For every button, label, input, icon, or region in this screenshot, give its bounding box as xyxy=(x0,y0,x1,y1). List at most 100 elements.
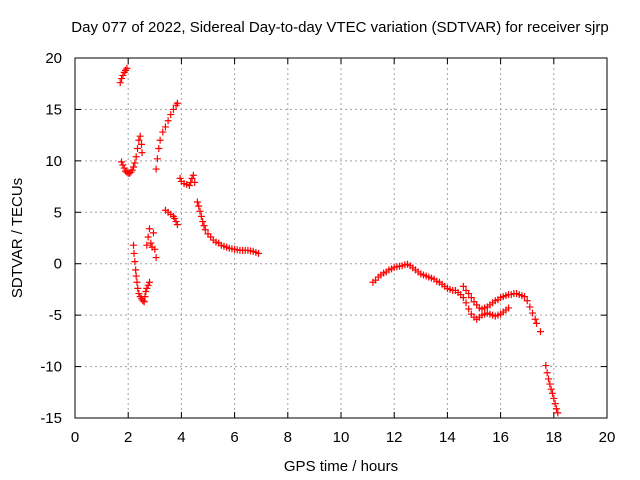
data-point xyxy=(132,266,140,274)
data-point xyxy=(171,214,179,222)
series-arc-k xyxy=(542,362,562,417)
data-point xyxy=(134,145,142,153)
data-point xyxy=(147,239,155,247)
data-point xyxy=(120,164,128,172)
data-point xyxy=(131,159,139,167)
data-point xyxy=(197,212,205,220)
data-point xyxy=(156,136,164,144)
data-point xyxy=(119,161,127,169)
data-point xyxy=(140,298,148,306)
data-point xyxy=(161,123,169,131)
data-point xyxy=(138,140,145,148)
data-point xyxy=(159,128,167,136)
data-point xyxy=(153,155,161,163)
data-point xyxy=(152,254,160,262)
data-point xyxy=(143,241,151,249)
data-point xyxy=(135,290,143,298)
data-point xyxy=(189,171,197,179)
data-point xyxy=(133,278,141,286)
data-point xyxy=(552,405,560,413)
data-point xyxy=(255,249,263,257)
data-point xyxy=(521,293,529,301)
data-point xyxy=(542,362,550,370)
data-point xyxy=(550,394,558,402)
series-arc-f xyxy=(161,206,181,229)
data-point xyxy=(142,287,150,295)
series-arc-e xyxy=(152,99,181,173)
x-tick-label: 2 xyxy=(124,429,132,446)
x-tick-label: 18 xyxy=(545,429,562,446)
data-point xyxy=(459,294,467,302)
y-tick-label: -10 xyxy=(40,359,62,376)
data-point xyxy=(459,282,467,290)
data-point xyxy=(462,299,470,307)
data-point xyxy=(144,281,152,289)
series-arc-a xyxy=(116,64,131,87)
data-point xyxy=(132,272,140,280)
data-point xyxy=(149,229,157,237)
data-point xyxy=(143,284,151,292)
data-point xyxy=(201,226,209,234)
data-point xyxy=(139,297,147,305)
data-point xyxy=(529,309,537,317)
series-arc-g xyxy=(176,171,199,190)
y-tick-label: 20 xyxy=(45,50,62,67)
data-point xyxy=(547,385,555,393)
data-point xyxy=(543,369,551,377)
data-point xyxy=(199,218,207,226)
data-point xyxy=(119,71,127,79)
data-point xyxy=(141,293,149,301)
x-tick-label: 6 xyxy=(230,429,238,446)
data-point xyxy=(155,145,163,153)
data-point xyxy=(172,218,180,226)
chart-title: Day 077 of 2022, Sidereal Day-to-day VTE… xyxy=(71,19,608,36)
y-axis-label: SDTVAR / TECUs xyxy=(9,178,26,298)
data-point xyxy=(152,165,160,173)
data-point xyxy=(135,136,143,144)
data-point xyxy=(465,305,473,313)
x-tick-label: 8 xyxy=(284,429,292,446)
grid-lines xyxy=(75,58,607,418)
data-point xyxy=(130,249,138,257)
y-tick-label: -15 xyxy=(40,410,62,427)
data-point xyxy=(118,158,126,166)
data-point xyxy=(164,117,172,125)
data-point xyxy=(145,225,153,233)
x-tick-label: 4 xyxy=(177,429,185,446)
data-point xyxy=(136,132,144,140)
data-point xyxy=(533,319,541,327)
data-point xyxy=(537,328,544,336)
y-tick-label: 5 xyxy=(54,204,62,221)
series-arc-j xyxy=(459,282,544,336)
data-point xyxy=(546,380,554,388)
data-point xyxy=(130,163,138,171)
x-tick-label: 16 xyxy=(492,429,509,446)
data-point xyxy=(548,389,556,397)
data-point xyxy=(167,111,175,119)
x-tick-label: 12 xyxy=(386,429,403,446)
y-tick-label: -5 xyxy=(49,307,62,324)
data-point xyxy=(138,149,146,157)
y-tick-label: 0 xyxy=(54,256,62,273)
data-point xyxy=(526,303,534,311)
data-point xyxy=(191,178,199,186)
x-tick-label: 20 xyxy=(599,429,616,446)
data-point xyxy=(200,222,208,230)
data-point xyxy=(128,166,136,174)
data-point xyxy=(465,290,473,298)
data-point xyxy=(144,233,152,241)
data-point xyxy=(467,294,475,302)
data-point xyxy=(118,75,126,83)
data-point xyxy=(195,202,203,210)
data-point xyxy=(544,375,552,383)
data-point xyxy=(123,64,131,72)
x-tick-label: 14 xyxy=(439,429,456,446)
data-point xyxy=(185,182,193,190)
data-point xyxy=(134,284,142,292)
series-arc-h xyxy=(193,198,263,257)
data-point xyxy=(551,400,559,408)
data-point xyxy=(131,258,139,266)
x-tick-label: 0 xyxy=(71,429,79,446)
data-point xyxy=(173,99,181,107)
